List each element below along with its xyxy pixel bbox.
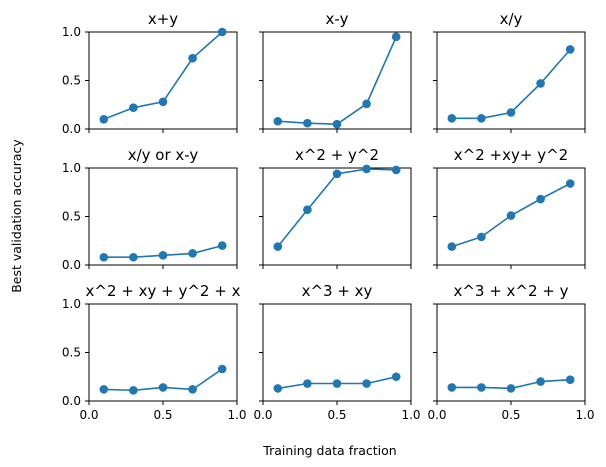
data-point bbox=[362, 379, 371, 388]
data-point bbox=[217, 241, 227, 250]
series-line bbox=[277, 168, 397, 248]
subplot-7: x^2 + xy + y^2 + x 0.0 0.5 1.0 0.0 0.5 1.0 bbox=[62, 282, 247, 422]
y-tick-label: 1.0 bbox=[62, 297, 81, 311]
data-point bbox=[477, 114, 486, 123]
data-point bbox=[477, 232, 486, 242]
data-point bbox=[303, 379, 312, 388]
data-point bbox=[362, 164, 371, 174]
data-point bbox=[273, 116, 283, 126]
subplot-3: x/y bbox=[433, 10, 586, 133]
data-point bbox=[158, 97, 168, 107]
y-tick-label: 1.0 bbox=[62, 161, 81, 175]
series-line bbox=[451, 48, 571, 120]
data-point bbox=[506, 384, 516, 393]
subplot-title: x^2 +xy+ y^2 bbox=[454, 146, 568, 164]
data-point bbox=[536, 194, 545, 204]
subplot-grid: x+y0.00.51.0x-y x/yx/y or x-y0.00.51.0x^2… bbox=[62, 10, 595, 422]
x-tick-label: 1.0 bbox=[401, 408, 420, 422]
data-point bbox=[391, 32, 401, 42]
subplot-title: x/y bbox=[500, 10, 523, 28]
x-tick-label: 0.0 bbox=[253, 408, 272, 422]
y-tick-label: 1.0 bbox=[62, 25, 81, 39]
data-point bbox=[506, 211, 516, 220]
subplot-title: x^2 + xy + y^2 + x bbox=[86, 282, 241, 300]
subplot-title: x^2 + y^2 bbox=[295, 146, 379, 164]
data-point bbox=[447, 242, 457, 251]
y-tick-label: 0.5 bbox=[62, 210, 81, 224]
plot-frame bbox=[88, 167, 238, 266]
y-tick-label: 0.0 bbox=[62, 258, 81, 272]
data-point bbox=[129, 252, 138, 262]
x-tick-label: 0.5 bbox=[501, 408, 520, 422]
data-point bbox=[99, 115, 109, 124]
x-tick-label: 0.5 bbox=[153, 408, 172, 422]
data-point bbox=[303, 118, 312, 128]
data-point bbox=[188, 53, 197, 63]
data-point bbox=[447, 114, 457, 123]
x-tick-label: 0.0 bbox=[427, 408, 446, 422]
x-tick-label: 1.0 bbox=[227, 408, 246, 422]
subplot-title: x-y bbox=[326, 10, 349, 28]
data-point bbox=[273, 242, 283, 251]
data-point bbox=[129, 386, 138, 395]
data-point bbox=[565, 45, 575, 54]
data-point bbox=[158, 251, 168, 260]
subplot-4: x/y or x-y 0.0 0.5 1.0 bbox=[62, 146, 238, 272]
data-point bbox=[158, 383, 168, 392]
subplot-9: x^3 + x^2 + y 0.0 0.5 1.0 bbox=[427, 282, 594, 422]
data-point bbox=[506, 108, 516, 117]
y-tick-label: 0.5 bbox=[62, 346, 81, 360]
series-line bbox=[277, 36, 397, 126]
y-tick-label: 0.0 bbox=[62, 394, 81, 408]
plot-frame bbox=[262, 167, 412, 266]
data-point bbox=[303, 205, 312, 215]
y-axis-label: Best validation accuracy bbox=[9, 139, 24, 293]
subplot-title: x+y bbox=[148, 10, 178, 28]
plot-frame bbox=[88, 31, 238, 130]
data-point bbox=[332, 169, 342, 179]
plot-frame bbox=[262, 31, 412, 130]
data-point bbox=[565, 179, 575, 188]
subplot-1: x+y 0.0 0.5 1.0 bbox=[62, 10, 238, 136]
subplot-8: x^3 + xy 0.0 0.5 1.0 bbox=[253, 282, 420, 422]
x-tick-label: 0.0 bbox=[79, 408, 98, 422]
subplot-title: x/y or x-y bbox=[128, 146, 199, 164]
data-point bbox=[447, 383, 457, 392]
data-point bbox=[362, 99, 371, 109]
data-point bbox=[565, 375, 575, 384]
data-point bbox=[536, 377, 545, 386]
data-point bbox=[188, 385, 197, 394]
x-tick-label: 0.5 bbox=[327, 408, 346, 422]
data-point bbox=[188, 249, 197, 258]
data-point bbox=[217, 27, 227, 37]
x-tick-label: 1.0 bbox=[575, 408, 594, 422]
data-point bbox=[332, 119, 342, 129]
data-point bbox=[332, 379, 342, 388]
data-point bbox=[99, 252, 109, 262]
data-point bbox=[273, 384, 283, 393]
data-point bbox=[217, 364, 227, 374]
y-tick-label: 0.5 bbox=[62, 74, 81, 88]
series-line bbox=[103, 31, 223, 121]
subplot-2: x-y bbox=[259, 10, 412, 133]
data-point bbox=[536, 79, 545, 88]
subplot-title: x^3 + x^2 + y bbox=[453, 282, 568, 300]
subplot-5: x^2 + y^2 bbox=[259, 146, 412, 269]
x-axis-label: Training data fraction bbox=[262, 443, 396, 458]
data-point bbox=[391, 165, 401, 175]
data-point bbox=[129, 103, 138, 112]
data-point bbox=[391, 372, 401, 382]
data-point bbox=[99, 385, 109, 394]
subplot-title: x^3 + xy bbox=[302, 282, 373, 300]
data-point bbox=[477, 383, 486, 392]
subplot-6: x^2 +xy+ y^2 bbox=[433, 146, 586, 269]
y-tick-label: 0.0 bbox=[62, 122, 81, 136]
